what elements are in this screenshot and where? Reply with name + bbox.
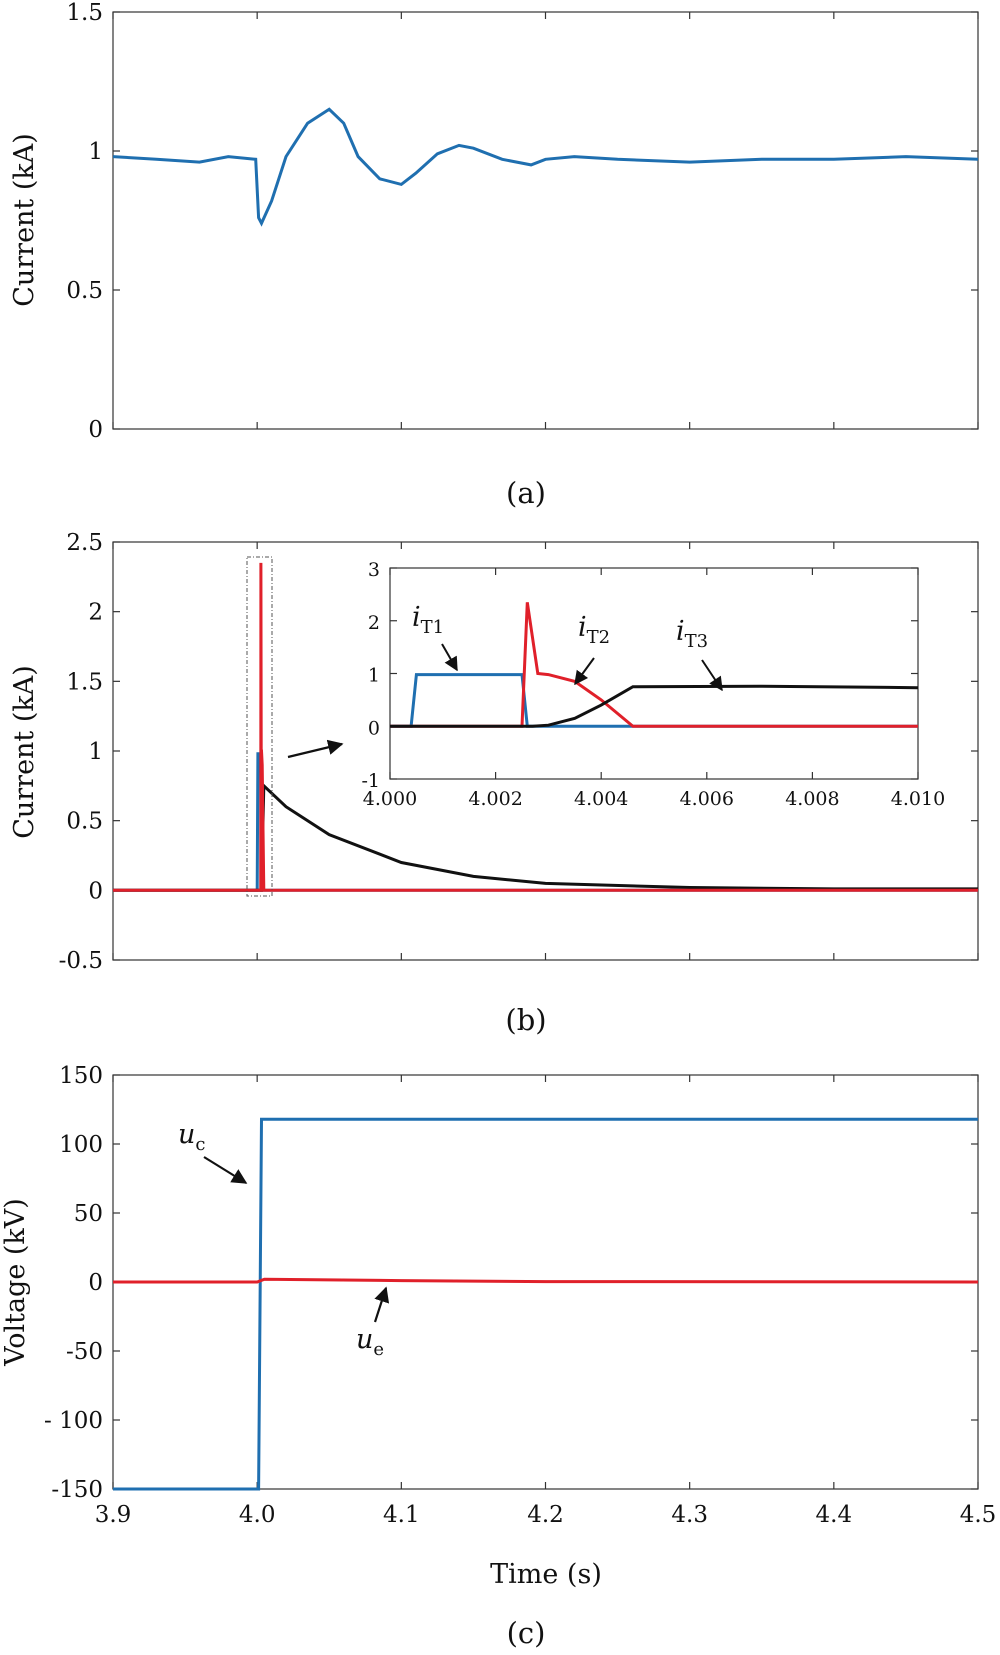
y-tick-label: 150 xyxy=(59,1063,103,1089)
panel-c-caption: (c) xyxy=(507,1616,546,1650)
arrow-iT2 xyxy=(574,657,595,686)
panel-a-y-axis-label: Current (kA) xyxy=(9,133,40,307)
zoom-arrow xyxy=(287,739,344,759)
arrow-ue xyxy=(373,1286,390,1323)
y-tick-label: - 100 xyxy=(44,1408,103,1434)
x-tick-label: 4.010 xyxy=(891,788,945,810)
inset-series-iT3-line xyxy=(390,684,919,728)
panel-a-x-ticks xyxy=(112,12,979,429)
inset-y-ticks: -1 0 1 2 3 xyxy=(361,559,918,792)
x-tick-label: 4.000 xyxy=(363,788,417,810)
y-tick-label: 0.5 xyxy=(66,809,103,835)
x-tick-label: 4.0 xyxy=(239,1502,276,1528)
y-tick-label: -1 xyxy=(361,770,380,792)
y-tick-label: 0 xyxy=(88,417,103,443)
zoom-region-box xyxy=(246,556,273,897)
panel-b: -0.500.511.522.5 Current (kA) (b) 4.000 4… xyxy=(9,530,979,1037)
y-tick-label: -50 xyxy=(66,1339,103,1365)
y-tick-label: 3 xyxy=(368,559,380,581)
panel-b-y-ticks: -0.5 0 0.5 1 1.5 2 2.5 xyxy=(59,530,978,974)
y-tick-label: 1.5 xyxy=(66,0,103,26)
y-tick-label: 2 xyxy=(88,600,103,626)
x-tick-label: 4.004 xyxy=(574,788,628,810)
panel-c-y-ticks: -150 - 100 -50 0 50 100 150 xyxy=(44,1063,978,1503)
label-iT3: iT3 xyxy=(676,616,708,652)
y-tick-label: -150 xyxy=(51,1477,103,1503)
panel-c-y-axis-label: Voltage (kV) xyxy=(0,1198,31,1367)
panel-a-frame xyxy=(112,11,979,430)
panel-a-y-ticks: 0 0.5 1 1.5 xyxy=(66,0,978,443)
y-tick-label: 0 xyxy=(368,717,380,739)
y-tick-label: 1.5 xyxy=(66,669,103,695)
y-tick-label: 100 xyxy=(59,1132,103,1158)
x-tick-label: 4.4 xyxy=(816,1502,853,1528)
label-iT1: iT1 xyxy=(412,602,444,638)
inset-chart: 4.000 4.002 4.004 4.006 4.008 4.010 -1 0 1 2 3 iT… xyxy=(361,559,945,810)
panel-b-series-2-line xyxy=(113,562,978,892)
panel-c-x-axis-label: Time (s) xyxy=(490,1559,602,1590)
label-ue: ue xyxy=(356,1324,384,1360)
y-tick-label: 1 xyxy=(368,665,380,687)
x-tick-label: 4.3 xyxy=(671,1502,708,1528)
panel-b-y-axis-label: Current (kA) xyxy=(9,665,40,839)
x-tick-label: 4.2 xyxy=(527,1502,564,1528)
y-tick-label: 1 xyxy=(88,739,103,765)
panel-c-series-ue-line xyxy=(113,1277,979,1284)
arrow-iT3 xyxy=(701,659,723,692)
y-tick-label: 1 xyxy=(88,139,103,165)
y-tick-label: 2 xyxy=(368,612,380,634)
panel-a-series-line xyxy=(112,107,979,227)
arrow-iT1 xyxy=(441,643,458,672)
panel-c-series-uc-line xyxy=(113,1117,978,1491)
panel-a: 0 0.5 1 1.5 Current (kA) (a) xyxy=(9,0,979,510)
panel-a-caption: (a) xyxy=(506,476,546,510)
y-tick-label: 0.5 xyxy=(66,278,103,304)
label-uc: uc xyxy=(178,1119,205,1155)
label-iT2: iT2 xyxy=(578,612,610,648)
inset-x-ticks: 4.000 4.002 4.004 4.006 4.008 4.010 xyxy=(363,568,945,810)
arrow-uc xyxy=(203,1156,248,1184)
panel-b-caption: (b) xyxy=(505,1003,546,1037)
x-tick-label: 4.006 xyxy=(680,788,734,810)
inset-series-iT2-line xyxy=(390,602,918,728)
panel-b-series-3-line xyxy=(113,782,978,892)
y-tick-label: -0.5 xyxy=(59,948,103,974)
x-tick-label: 3.9 xyxy=(95,1502,132,1528)
x-tick-label: 4.5 xyxy=(960,1502,997,1528)
y-tick-label: 0 xyxy=(88,1270,103,1296)
panel-c: 3.9 4.0 4.1 4.2 4.3 4.4 4.5 -150 - 100 -50 0 50 100… xyxy=(0,1063,996,1650)
x-tick-label: 4.1 xyxy=(383,1502,420,1528)
x-tick-label: 4.002 xyxy=(468,788,522,810)
panel-b-x-ticks xyxy=(112,542,979,960)
x-tick-label: 4.008 xyxy=(785,788,839,810)
y-tick-label: 0 xyxy=(88,878,103,904)
y-tick-label: 2.5 xyxy=(66,530,103,556)
y-tick-label: 50 xyxy=(74,1201,103,1227)
panel-c-x-ticks: 3.9 4.0 4.1 4.2 4.3 4.4 4.5 xyxy=(95,1075,997,1528)
